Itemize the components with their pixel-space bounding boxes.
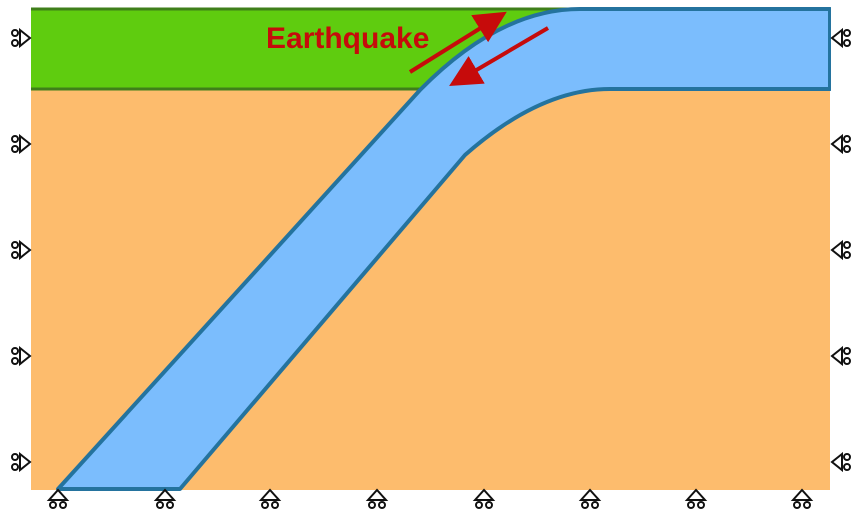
right-roller-support-icon <box>830 239 851 261</box>
bottom-roller-support-icon <box>258 488 282 509</box>
slip-arrow-up <box>408 11 507 74</box>
left-roller-support-icon <box>11 451 32 473</box>
left-roller-support-icon <box>11 133 32 155</box>
left-roller-supports <box>11 27 32 473</box>
bottom-roller-support-icon <box>46 488 70 509</box>
bottom-roller-support-icon <box>153 488 177 509</box>
bottom-roller-supports <box>46 488 814 509</box>
slip-arrow-down <box>449 26 550 87</box>
right-roller-support-icon <box>830 345 851 367</box>
bottom-roller-support-icon <box>578 488 602 509</box>
bottom-roller-support-icon <box>472 488 496 509</box>
earthquake-label: Earthquake <box>266 22 429 55</box>
bottom-roller-support-icon <box>790 488 814 509</box>
left-roller-support-icon <box>11 345 32 367</box>
left-roller-support-icon <box>11 239 32 261</box>
right-roller-support-icon <box>830 133 851 155</box>
bottom-roller-support-icon <box>684 488 708 509</box>
subducting-slab <box>56 7 832 491</box>
right-roller-supports <box>830 27 851 473</box>
bottom-roller-support-icon <box>365 488 389 509</box>
left-roller-support-icon <box>11 27 32 49</box>
right-roller-support-icon <box>830 27 851 49</box>
right-roller-support-icon <box>830 451 851 473</box>
